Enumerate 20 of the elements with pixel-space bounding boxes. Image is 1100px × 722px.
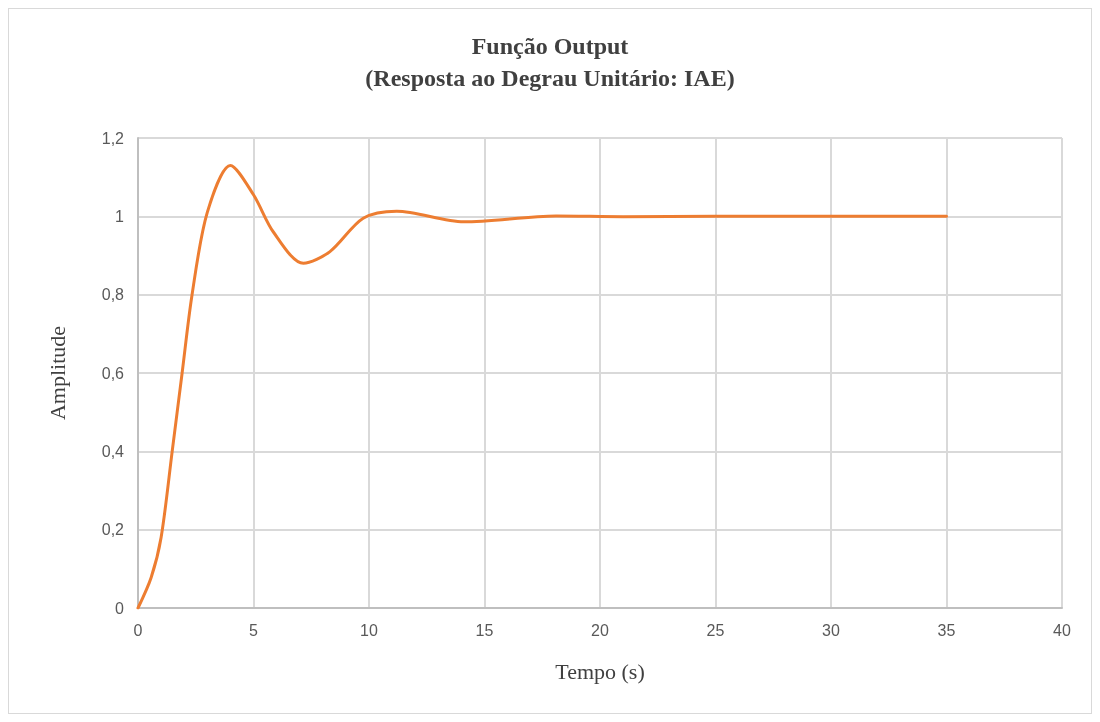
x-axis-title: Tempo (s) <box>555 658 645 684</box>
x-tick-label: 5 <box>249 621 259 639</box>
x-tick-label: 0 <box>133 621 143 639</box>
x-tick-label: 35 <box>937 621 956 639</box>
x-tick-label: 40 <box>1053 621 1071 639</box>
x-tick-label: 15 <box>475 621 494 639</box>
chart-title: Função Output (Resposta ao Degrau Unitário: IAE) <box>365 33 735 91</box>
x-tick-label: 10 <box>360 621 378 639</box>
y-tick-label: 0,4 <box>101 442 125 460</box>
y-tick-label: 0,8 <box>101 286 125 304</box>
y-tick-label: 0,2 <box>101 521 125 539</box>
y-tick-label: 0,6 <box>101 364 125 382</box>
y-axis-title: Amplitude <box>44 325 70 421</box>
y-tick-label: 1,2 <box>101 129 125 147</box>
y-tick-label: 1 <box>115 207 125 225</box>
x-tick-label: 25 <box>706 621 725 639</box>
x-tick-label: 30 <box>822 621 840 639</box>
x-tick-label: 20 <box>591 621 609 639</box>
y-tick-label: 0 <box>115 599 125 617</box>
line-series <box>136 163 948 610</box>
